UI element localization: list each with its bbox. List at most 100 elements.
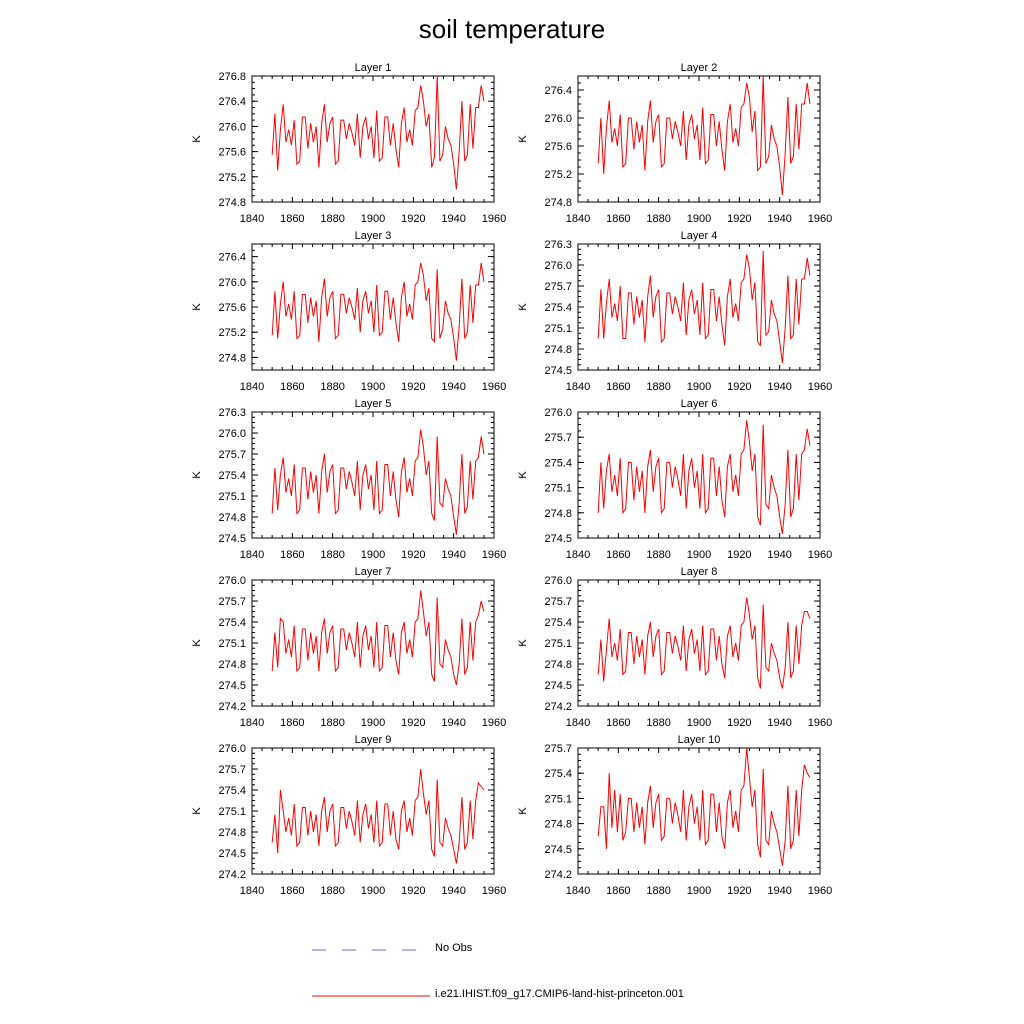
y-tick-label: 276.0 xyxy=(218,277,246,289)
x-tick-label: 1880 xyxy=(320,381,344,393)
x-tick-label: 1860 xyxy=(280,213,304,225)
panel-2: Layer 2 K 1840 1860 1880 1900 1920 1940 1960 274.… xyxy=(517,62,832,225)
x-tick-label: 1900 xyxy=(687,213,711,225)
y-tick-label: 274.5 xyxy=(544,680,572,692)
y-tick-label: 274.2 xyxy=(218,701,246,713)
y-tick-label: 275.7 xyxy=(544,596,572,608)
x-tick-label: 1920 xyxy=(401,717,425,729)
y-tick-label: 276.8 xyxy=(218,71,246,83)
legend-label-no-obs: No Obs xyxy=(435,942,473,954)
y-tick-label: 275.7 xyxy=(544,432,572,444)
x-tick-label: 1900 xyxy=(361,213,385,225)
x-tick-label: 1840 xyxy=(240,717,264,729)
x-tick-label: 1920 xyxy=(727,381,751,393)
x-tick-label: 1860 xyxy=(280,381,304,393)
x-tick-label: 1940 xyxy=(441,885,465,897)
legend-line-dashed xyxy=(312,949,420,951)
y-tick-label: 274.8 xyxy=(544,508,572,520)
panel-title: Layer 9 xyxy=(355,734,392,746)
panel-title: Layer 7 xyxy=(355,566,392,578)
x-tick-label: 1840 xyxy=(240,885,264,897)
x-tick-label: 1960 xyxy=(808,381,832,393)
x-tick-label: 1920 xyxy=(401,213,425,225)
y-tick-label: 275.7 xyxy=(218,596,246,608)
x-tick-label: 1880 xyxy=(320,213,344,225)
x-tick-label: 1940 xyxy=(767,885,791,897)
y-tick-label: 274.5 xyxy=(544,844,572,856)
x-tick-label: 1960 xyxy=(808,717,832,729)
panel-title: Layer 3 xyxy=(355,230,392,242)
y-tick-label: 274.8 xyxy=(544,344,572,356)
y-tick-label: 276.0 xyxy=(544,260,572,272)
y-tick-label: 276.3 xyxy=(544,239,572,251)
x-tick-label: 1880 xyxy=(320,549,344,561)
y-axis-label: K xyxy=(191,135,203,143)
panel-8: Layer 8 K 1840 1860 1880 1900 1920 1940 1960 274.… xyxy=(517,566,832,729)
panel-title: Layer 10 xyxy=(678,734,721,746)
y-axis-label: K xyxy=(191,639,203,647)
x-tick-label: 1920 xyxy=(401,885,425,897)
panel-7: Layer 7 K 1840 1860 1880 1900 1920 1940 1960 274.… xyxy=(191,566,506,729)
x-tick-label: 1860 xyxy=(606,381,630,393)
y-tick-label: 275.1 xyxy=(544,483,572,495)
panel-title: Layer 8 xyxy=(681,566,718,578)
x-tick-label: 1880 xyxy=(646,717,670,729)
y-tick-label: 275.4 xyxy=(218,617,246,629)
x-tick-label: 1900 xyxy=(361,885,385,897)
plot-frame xyxy=(577,75,821,203)
x-tick-label: 1840 xyxy=(566,885,590,897)
y-tick-label: 274.8 xyxy=(544,819,572,831)
y-tick-label: 275.4 xyxy=(218,785,246,797)
x-tick-label: 1880 xyxy=(646,549,670,561)
x-tick-label: 1900 xyxy=(361,381,385,393)
y-tick-label: 274.5 xyxy=(218,680,246,692)
panel-5: Layer 5 K 1840 1860 1880 1900 1920 1940 1960 274.… xyxy=(191,398,506,561)
x-tick-label: 1880 xyxy=(646,213,670,225)
x-tick-label: 1920 xyxy=(727,213,751,225)
panel-title: Layer 1 xyxy=(355,62,392,74)
panel-4: Layer 4 K 1840 1860 1880 1900 1920 1940 1960 274.… xyxy=(517,230,832,393)
x-tick-label: 1900 xyxy=(687,885,711,897)
y-tick-label: 275.1 xyxy=(544,323,572,335)
x-tick-label: 1860 xyxy=(280,885,304,897)
series-line xyxy=(597,250,811,364)
x-tick-label: 1840 xyxy=(566,381,590,393)
y-axis-label: K xyxy=(517,471,529,479)
y-tick-label: 274.2 xyxy=(544,869,572,881)
y-axis-label: K xyxy=(191,303,203,311)
x-tick-label: 1860 xyxy=(606,549,630,561)
x-tick-label: 1840 xyxy=(240,381,264,393)
x-tick-label: 1920 xyxy=(727,717,751,729)
y-tick-label: 276.3 xyxy=(218,407,246,419)
y-tick-label: 275.2 xyxy=(218,172,246,184)
panel-1: Layer 1 K 1840 1860 1880 1900 1920 1940 1960 274.… xyxy=(191,62,506,225)
y-axis-label: K xyxy=(517,639,529,647)
panel-9: Layer 9 K 1840 1860 1880 1900 1920 1940 1960 274.… xyxy=(191,734,506,897)
x-tick-label: 1960 xyxy=(482,549,506,561)
y-tick-label: 275.2 xyxy=(544,169,572,181)
legend-item-no-obs: No Obs xyxy=(0,940,1024,960)
series-line xyxy=(597,747,811,866)
y-tick-label: 274.8 xyxy=(218,197,246,209)
y-tick-label: 276.0 xyxy=(544,575,572,587)
y-tick-label: 275.6 xyxy=(218,302,246,314)
x-tick-label: 1960 xyxy=(808,549,832,561)
series-line xyxy=(271,590,485,686)
y-tick-label: 276.0 xyxy=(544,407,572,419)
y-tick-label: 274.5 xyxy=(218,533,246,545)
y-tick-label: 274.8 xyxy=(218,659,246,671)
x-tick-label: 1960 xyxy=(482,381,506,393)
y-tick-label: 275.4 xyxy=(544,617,572,629)
y-tick-label: 275.7 xyxy=(218,449,246,461)
x-tick-label: 1880 xyxy=(646,381,670,393)
y-tick-label: 274.5 xyxy=(544,365,572,377)
x-tick-label: 1920 xyxy=(401,381,425,393)
panel-3: Layer 3 K 1840 1860 1880 1900 1920 1940 1960 274.… xyxy=(191,230,506,393)
y-tick-label: 276.0 xyxy=(218,575,246,587)
x-tick-label: 1960 xyxy=(482,885,506,897)
x-tick-label: 1900 xyxy=(687,549,711,561)
x-tick-label: 1960 xyxy=(808,885,832,897)
x-tick-label: 1940 xyxy=(441,381,465,393)
panel-title: Layer 5 xyxy=(355,398,392,410)
